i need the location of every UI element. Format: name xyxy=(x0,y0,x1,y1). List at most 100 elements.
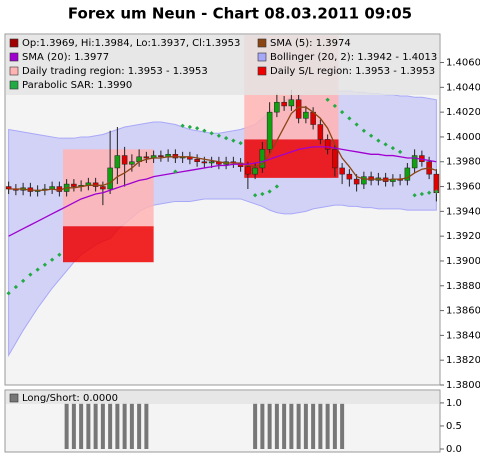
y-tick-label: 1.3960 xyxy=(446,182,480,193)
candle-body xyxy=(317,124,324,140)
bar xyxy=(311,402,316,450)
sar-dot xyxy=(267,189,272,194)
y-tick-label: 0.0 xyxy=(446,444,462,455)
legend-swatch xyxy=(257,66,267,76)
bar xyxy=(122,402,127,450)
candle-body xyxy=(266,111,273,150)
indicator-line xyxy=(8,106,437,191)
legend-box xyxy=(6,391,439,404)
y-tick-label: 1.4040 xyxy=(446,82,480,93)
candle-body xyxy=(361,176,367,185)
bar xyxy=(282,402,287,450)
legend-label: Parabolic SAR: 1.3990 xyxy=(22,80,132,91)
indicator-line xyxy=(8,146,437,237)
sar-dot xyxy=(231,138,236,143)
legend-swatch xyxy=(9,80,19,90)
candle-body xyxy=(339,167,345,175)
bar xyxy=(332,402,337,450)
bar xyxy=(64,402,69,450)
candle-body xyxy=(259,149,266,169)
legend-swatch xyxy=(9,38,19,48)
sar-dot xyxy=(202,128,207,133)
legend-label: Daily S/L region: 1.3953 - 1.3953 xyxy=(270,66,435,77)
candle-body xyxy=(346,173,353,180)
legend-label: Long/Short: 0.0000 xyxy=(22,393,118,404)
sar-dot xyxy=(260,191,265,197)
legend-swatch xyxy=(9,66,19,76)
candle-body xyxy=(353,178,360,185)
candle-body xyxy=(194,159,200,162)
bar xyxy=(129,402,134,450)
sar-dot xyxy=(209,131,214,136)
legend-swatch xyxy=(257,38,267,48)
candle-body xyxy=(252,167,258,175)
region xyxy=(63,226,154,263)
legend-label: Bollinger (20, 2): 1.3942 - 1.4013 xyxy=(270,52,437,63)
y-tick-label: 1.3920 xyxy=(446,231,480,242)
bar xyxy=(137,402,142,450)
candle-body xyxy=(281,101,287,107)
sar-dot xyxy=(390,145,395,151)
bar xyxy=(144,402,149,450)
sar-dot xyxy=(434,189,439,194)
y-tick-label: 1.3840 xyxy=(446,330,480,341)
bar xyxy=(260,402,265,450)
y-tick-label: 1.3900 xyxy=(446,256,480,267)
legend-swatch xyxy=(9,52,19,62)
bar xyxy=(86,402,91,450)
sar-dot xyxy=(238,141,243,146)
bar xyxy=(71,402,76,450)
legend-label: SMA (20): 1.3977 xyxy=(22,52,109,63)
candle-body xyxy=(114,155,121,169)
bar xyxy=(93,402,98,450)
y-tick-label: 0.5 xyxy=(446,421,462,432)
sar-dot xyxy=(376,138,381,143)
legend-box xyxy=(6,35,439,95)
sar-dot xyxy=(398,149,403,154)
candle-body xyxy=(288,99,295,107)
candle-body xyxy=(158,155,164,158)
lower-layer: 0.0 0.5 1.0 Long/Short: 0.0000 xyxy=(6,391,462,455)
legend-label: Daily trading region: 1.3953 - 1.3953 xyxy=(22,66,208,77)
sar-dot xyxy=(216,133,221,138)
bar xyxy=(325,402,330,450)
y-tick-label: 1.4020 xyxy=(446,107,480,118)
candle-body xyxy=(274,101,280,113)
candle-body xyxy=(107,167,113,190)
y-tick-label: 1.4060 xyxy=(446,58,480,69)
y-tick-label: 1.3820 xyxy=(446,355,480,366)
candle-body xyxy=(143,156,150,159)
bar xyxy=(100,402,105,450)
legend-swatch xyxy=(9,393,19,403)
y-tick-label: 1.0 xyxy=(446,398,462,409)
candle-body xyxy=(71,183,77,187)
candle-body xyxy=(332,149,338,169)
sar-dot xyxy=(274,184,279,189)
y-tick-label: 1.3940 xyxy=(446,206,480,217)
bar xyxy=(274,402,279,450)
sar-dot xyxy=(427,190,432,195)
candle-body xyxy=(411,155,418,169)
candle-body xyxy=(208,161,215,164)
bar xyxy=(79,402,84,450)
candle-body xyxy=(404,167,411,181)
candle-body xyxy=(129,161,135,165)
y-tick-label: 1.4000 xyxy=(446,132,480,143)
sar-dot xyxy=(361,128,366,133)
region xyxy=(244,139,339,178)
candle-body xyxy=(121,155,128,165)
candle-body xyxy=(324,139,331,150)
sar-dot xyxy=(224,136,229,141)
sar-dot xyxy=(419,191,424,197)
sar-dot xyxy=(253,193,258,198)
legend-label: Op:1.3969, Hi:1.3984, Lo:1.3937, Cl:1.39… xyxy=(22,38,240,49)
y-tick-label: 1.3980 xyxy=(446,157,480,168)
legend-label: SMA (5): 1.3974 xyxy=(270,38,351,49)
bar xyxy=(115,402,120,450)
y-tick-label: 1.3860 xyxy=(446,306,480,317)
sar-dot xyxy=(383,142,388,147)
legend-swatch xyxy=(257,52,267,62)
sar-dot xyxy=(187,124,192,130)
bar xyxy=(318,402,323,450)
